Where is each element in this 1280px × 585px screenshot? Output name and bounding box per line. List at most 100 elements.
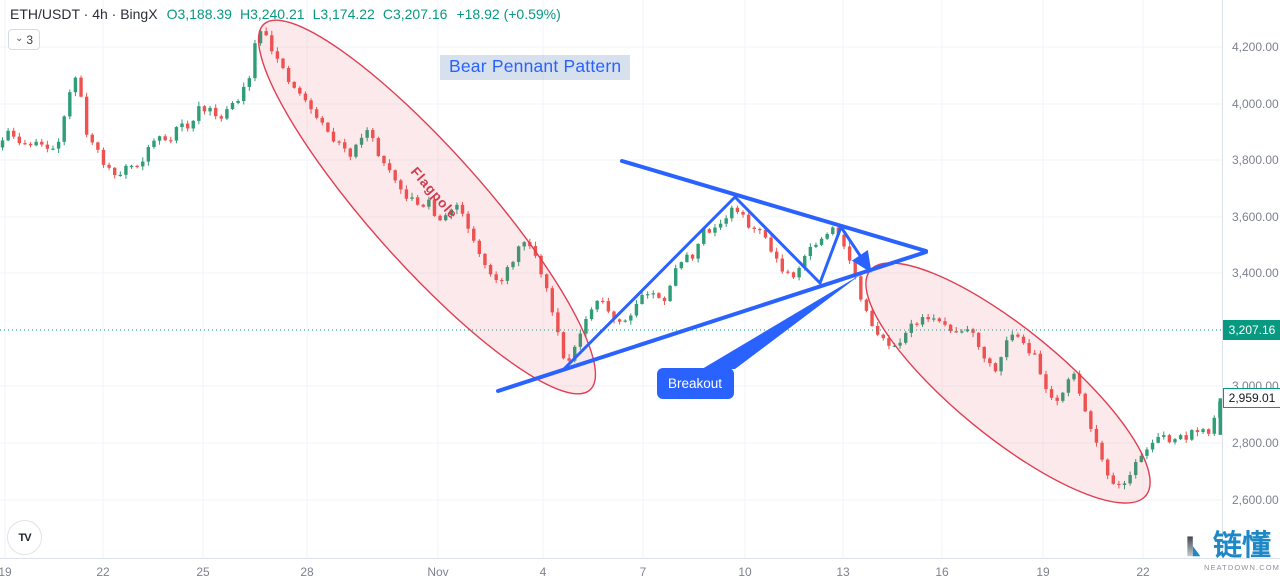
candle-body-up [410, 197, 414, 199]
symbol-title[interactable]: ETH/USDT · 4h · BingX [10, 6, 158, 22]
candle-body-up [124, 165, 128, 175]
breakout-label: Breakout [668, 376, 722, 391]
time-tick-label: Nov [427, 565, 449, 579]
candle-body-up [904, 332, 908, 343]
candle-body-up [685, 254, 689, 263]
candle-body-up [1178, 435, 1183, 440]
time-axis[interactable]: 19 22 25 28 Nov 4 7 10 13 16 19 22 [0, 558, 1280, 585]
candle-body-up [522, 242, 526, 247]
candle-body-up [819, 238, 824, 245]
candle-body-up [634, 303, 639, 316]
candle-body-down [23, 143, 27, 145]
chart-plot-area[interactable]: Flagpole Breakout Bear Pennant Pattern [0, 0, 1222, 558]
time-tick-label: 13 [836, 565, 850, 579]
price-axis[interactable]: 4,200.00 4,000.00 3,800.00 3,600.00 3,400.00… [1222, 0, 1280, 558]
candle-body-down [17, 136, 22, 144]
price-tick-label: 4,200.00 [1232, 40, 1279, 54]
candle-body-up [6, 130, 10, 141]
candle-body-down [40, 141, 44, 145]
candle-body-down [881, 334, 885, 339]
candle-body-down [1089, 411, 1093, 429]
pennant-lower-trendline[interactable] [496, 250, 928, 393]
candle-body-up [129, 165, 134, 168]
candle-body-up [511, 261, 515, 268]
candle-body-up [965, 329, 970, 332]
candle-body-down [780, 258, 784, 272]
candle-body-down [864, 299, 869, 311]
candle-body-up [118, 174, 123, 177]
candle-body-down [1038, 353, 1043, 375]
candle-body-down [264, 31, 268, 36]
candle-body-up [1004, 340, 1009, 358]
candle-body-up [1201, 429, 1205, 433]
ohlc-close: C3,207.16 [382, 6, 448, 22]
candle-body-up [455, 204, 459, 210]
candle-body-down [460, 204, 465, 214]
price-tick-label: 3,600.00 [1232, 210, 1279, 224]
neatdown-watermark: 链懂 NEATDOWN.COM [1186, 512, 1280, 578]
candle-body-up [258, 31, 263, 44]
candle-body-down [286, 67, 291, 82]
candle-body-down [348, 148, 353, 157]
candle-body-down [303, 93, 308, 101]
candle-body-up [674, 268, 678, 286]
price-tick-label: 2,800.00 [1232, 436, 1279, 450]
candle-body-up [180, 123, 184, 128]
breakdown-ellipse[interactable] [836, 229, 1180, 538]
candle-body-down [1117, 483, 1121, 486]
candle-body-down [483, 253, 487, 265]
candle-body-down [79, 77, 83, 97]
price-zigzag-arrow[interactable] [561, 195, 872, 372]
candle-body-up [141, 161, 145, 167]
candle-body-down [28, 143, 33, 146]
candle-body-up [1134, 462, 1138, 476]
candle-body-up [640, 294, 644, 304]
site-name-text: 链懂 [1213, 529, 1272, 562]
candle-body-up [1173, 439, 1177, 443]
candle-body-up [208, 107, 212, 112]
candle-body-down [550, 288, 554, 313]
candle-body-up [797, 268, 801, 278]
flagpole-ellipse[interactable] [221, 0, 632, 428]
candle-body-up [1122, 483, 1127, 485]
ohlc-high: H3,240.21 [239, 6, 305, 22]
candle-body-down [707, 229, 712, 233]
candle-body-down [292, 81, 296, 88]
candle-body-down [976, 332, 981, 347]
candle-body-up [1150, 442, 1155, 450]
tradingview-logo-icon[interactable]: TV [7, 520, 42, 555]
candle-body-down [432, 199, 437, 216]
candlestick-chart[interactable]: Flagpole Breakout [0, 0, 1222, 558]
candle-body-down [1111, 475, 1115, 484]
objects-count: 3 [26, 32, 34, 47]
candle-body-down [539, 255, 543, 275]
candle-body-down [1016, 334, 1020, 337]
candle-body-up [679, 262, 684, 269]
candle-body-down [101, 149, 106, 165]
objects-tree-chip[interactable]: ⌄ 3 [8, 29, 41, 50]
candle-body-up [443, 215, 448, 221]
candle-body-down [735, 207, 740, 213]
candle-body-up [898, 342, 902, 346]
pennant-upper-trendline[interactable] [620, 159, 928, 253]
candle-body-down [1027, 343, 1031, 354]
candle-body-down [1167, 435, 1172, 443]
candle-body-up [578, 333, 583, 347]
candle-body-down [309, 100, 313, 110]
candle-body-down [746, 214, 751, 228]
candle-body-up [51, 148, 55, 150]
candle-body-down [1195, 430, 1200, 433]
candle-body-up [668, 285, 672, 302]
candle-body-down [135, 165, 139, 168]
breakout-callout[interactable]: Breakout [657, 275, 860, 399]
candle-body-down [561, 332, 566, 359]
candle-body-down [887, 338, 891, 346]
candle-body-down [415, 197, 420, 205]
candle-body-up [702, 229, 706, 244]
candle-body-up [449, 209, 453, 216]
candle-body-down [326, 122, 330, 132]
candle-body-down [943, 321, 947, 325]
candle-body-up [589, 309, 594, 320]
candle-body-down [107, 164, 111, 168]
pattern-title[interactable]: Bear Pennant Pattern [440, 55, 631, 80]
